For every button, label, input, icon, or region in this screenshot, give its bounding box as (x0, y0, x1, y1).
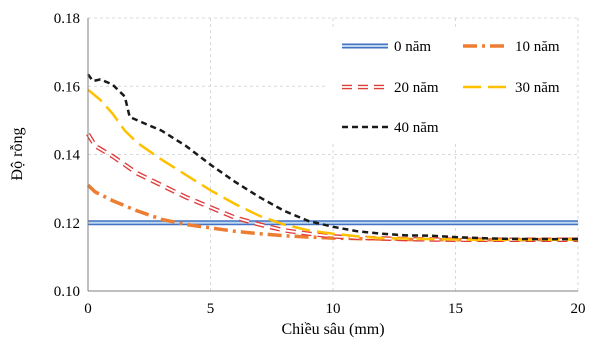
x-tick-label: 20 (571, 301, 586, 317)
series-lines (86, 73, 579, 243)
legend-entry-4: 40 năm (342, 120, 439, 136)
legend-label: 40 năm (394, 120, 439, 136)
y-tick-label: 0.16 (54, 79, 81, 95)
legend-label: 30 năm (515, 80, 560, 96)
x-tick-label: 0 (84, 301, 92, 317)
legend-entry-1: 10 năm (463, 39, 560, 55)
y-axis-title: Độ rỗng (9, 128, 26, 181)
y-tick-label: 0.18 (54, 11, 80, 27)
legend-label: 20 năm (394, 80, 439, 96)
legend-entry-3: 30 năm (463, 80, 560, 96)
x-tick-label: 5 (207, 301, 215, 317)
tick-labels: 0 5 10 15 20 0.10 0.12 0.14 0.16 0.18 (54, 11, 586, 317)
x-tick-label: 15 (448, 301, 463, 317)
series-line (87, 133, 578, 241)
series-line (86, 73, 578, 241)
legend-entry-2: 20 năm (342, 80, 439, 96)
x-axis-title: Chiều sâu (mm) (281, 321, 384, 338)
series-line (86, 183, 579, 242)
legend-label: 0 năm (394, 39, 431, 55)
y-tick-label: 0.14 (54, 148, 81, 164)
x-tick-label: 10 (326, 301, 341, 317)
series-line (87, 88, 578, 242)
series-3 (87, 88, 578, 242)
series-2 (86, 132, 578, 243)
axes (87, 18, 578, 292)
legend-entry-0: 0 năm (342, 39, 431, 55)
legend: 0 năm 10 năm 20 năm 30 năm 40 năm (342, 39, 560, 136)
y-tick-label: 0.10 (54, 284, 80, 300)
y-tick-label: 0.12 (54, 216, 80, 232)
series-4 (86, 73, 578, 241)
legend-label: 10 năm (515, 39, 560, 55)
series-1 (86, 183, 579, 242)
